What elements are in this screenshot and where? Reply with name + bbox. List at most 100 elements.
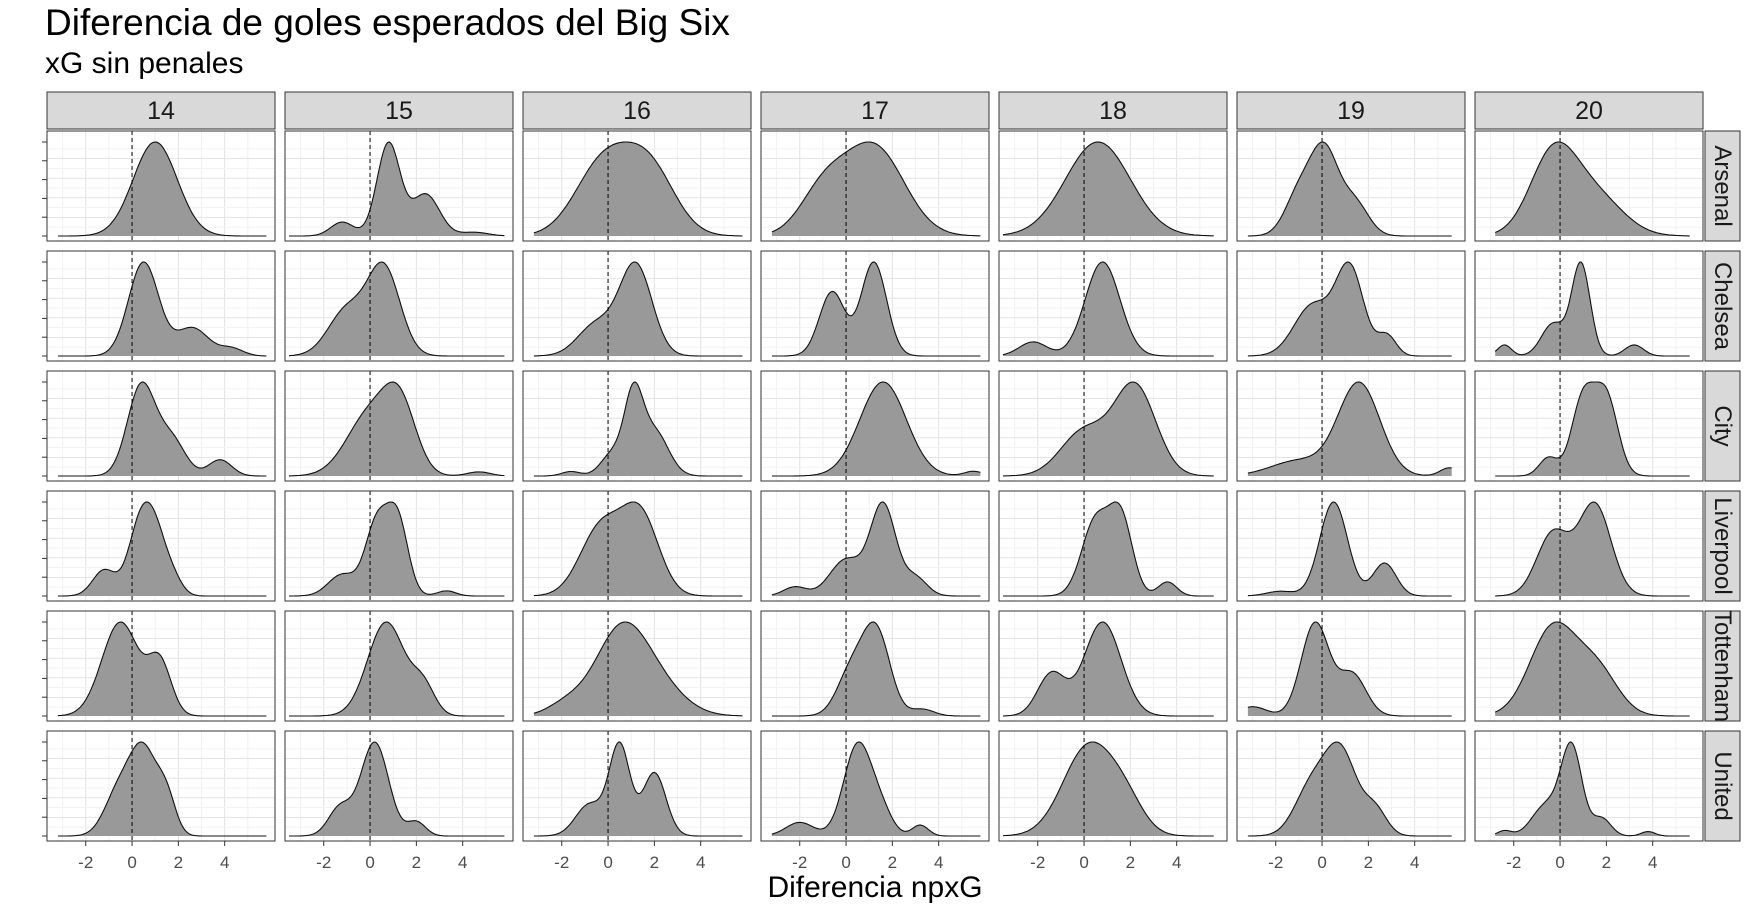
panel-tottenham-17 [760, 610, 990, 722]
density-area [1003, 502, 1214, 596]
density-curve [57, 621, 267, 717]
panel-tottenham-19 [1236, 610, 1466, 722]
x-tick-label: -2 [554, 853, 569, 872]
facet-strip-19 [1236, 91, 1466, 130]
density-area [289, 742, 505, 836]
panel-border [760, 610, 990, 722]
panel-border [284, 490, 514, 602]
density-area [533, 142, 743, 236]
panel-arsenal-18 [998, 130, 1228, 242]
density-curve [1247, 501, 1452, 597]
density-area [1247, 382, 1452, 476]
x-tick-label: 4 [1648, 853, 1657, 872]
density-curve [1003, 621, 1214, 717]
density-area [533, 622, 743, 716]
facet-strip-15 [284, 91, 514, 130]
panel-border [46, 370, 276, 482]
density-area [1495, 742, 1690, 836]
density-curve [1247, 141, 1452, 237]
x-tick-label: 4 [220, 853, 229, 872]
panel-united-16: -2 0 2 4 [522, 730, 752, 872]
x-tick-label: 2 [1126, 853, 1135, 872]
panel-border [522, 730, 752, 842]
density-curve [289, 501, 505, 597]
panel-arsenal-14 [42, 130, 276, 242]
density-curve [57, 261, 267, 357]
panel-tottenham-20 [1474, 610, 1704, 722]
panel-border [1236, 250, 1466, 362]
panel-border [998, 610, 1228, 722]
panel-arsenal-20 [1474, 130, 1704, 242]
density-area [533, 382, 743, 476]
x-tick-label: 2 [888, 853, 897, 872]
panel-united-19: -2 0 2 4 [1236, 730, 1466, 872]
facet-strip-18 [998, 91, 1228, 130]
panel-chelsea-19 [1236, 250, 1466, 362]
panel-chelsea-18 [998, 250, 1228, 362]
panel-border [46, 490, 276, 602]
density-area [1003, 742, 1214, 836]
density-curve [533, 381, 743, 477]
density-area [1247, 262, 1452, 356]
x-tick-label: -2 [316, 853, 331, 872]
x-tick-label: 4 [1410, 853, 1419, 872]
panel-liverpool-18 [998, 490, 1228, 602]
density-area [57, 382, 267, 476]
density-curve [1495, 501, 1690, 597]
density-curve [1494, 741, 1690, 837]
density-curve [771, 621, 981, 717]
facet-strip-city [1704, 370, 1741, 482]
panel-liverpool-15 [284, 490, 514, 602]
density-area [771, 502, 981, 596]
panel-border [284, 130, 514, 242]
x-tick-label: 4 [934, 853, 943, 872]
panel-border [1236, 370, 1466, 482]
panel-border [284, 610, 514, 722]
panel-border [1474, 370, 1704, 482]
facet-strip-label: United [1709, 751, 1736, 820]
panel-tottenham-14 [42, 610, 276, 722]
density-area [533, 262, 743, 356]
panel-city-18 [998, 370, 1228, 482]
panel-arsenal-19 [1236, 130, 1466, 242]
density-area [1495, 502, 1690, 596]
x-tick-label: 0 [127, 853, 136, 872]
panel-border [522, 130, 752, 242]
facet-strip-label: Liverpool [1709, 497, 1736, 594]
density-curve [1003, 381, 1214, 477]
x-tick-label: -2 [792, 853, 807, 872]
panel-border [284, 370, 514, 482]
x-tick-label: 4 [696, 853, 705, 872]
panel-city-19 [1236, 370, 1466, 482]
panel-liverpool-19 [1236, 490, 1466, 602]
panel-chelsea-20 [1474, 250, 1704, 362]
panel-tottenham-18 [998, 610, 1228, 722]
facet-strip-label: 17 [861, 97, 889, 125]
density-curve [771, 261, 981, 357]
density-area [289, 262, 505, 356]
facet-strip-20 [1474, 91, 1704, 130]
panel-chelsea-14 [42, 250, 276, 362]
density-area [533, 502, 743, 596]
density-curve [771, 741, 981, 837]
panel-city-17 [760, 370, 990, 482]
panel-border [760, 490, 990, 602]
panel-border [1474, 130, 1704, 242]
panel-border [760, 730, 990, 842]
density-curve [533, 741, 743, 837]
density-curve [288, 381, 505, 477]
facet-strip-liverpool [1704, 490, 1741, 602]
panel-border [46, 610, 276, 722]
panel-chelsea-17 [760, 250, 990, 362]
x-tick-label: 0 [603, 853, 612, 872]
facet-strip-16 [522, 91, 752, 130]
density-area [1495, 382, 1690, 476]
panel-border [46, 250, 276, 362]
x-tick-label: 0 [1317, 853, 1326, 872]
facet-strip-label: 15 [385, 97, 413, 125]
facet-strip-tottenham [1704, 610, 1741, 722]
density-curve [1247, 621, 1452, 717]
panel-border [1474, 490, 1704, 602]
density-curve [533, 141, 743, 237]
density-curve [1494, 261, 1690, 357]
